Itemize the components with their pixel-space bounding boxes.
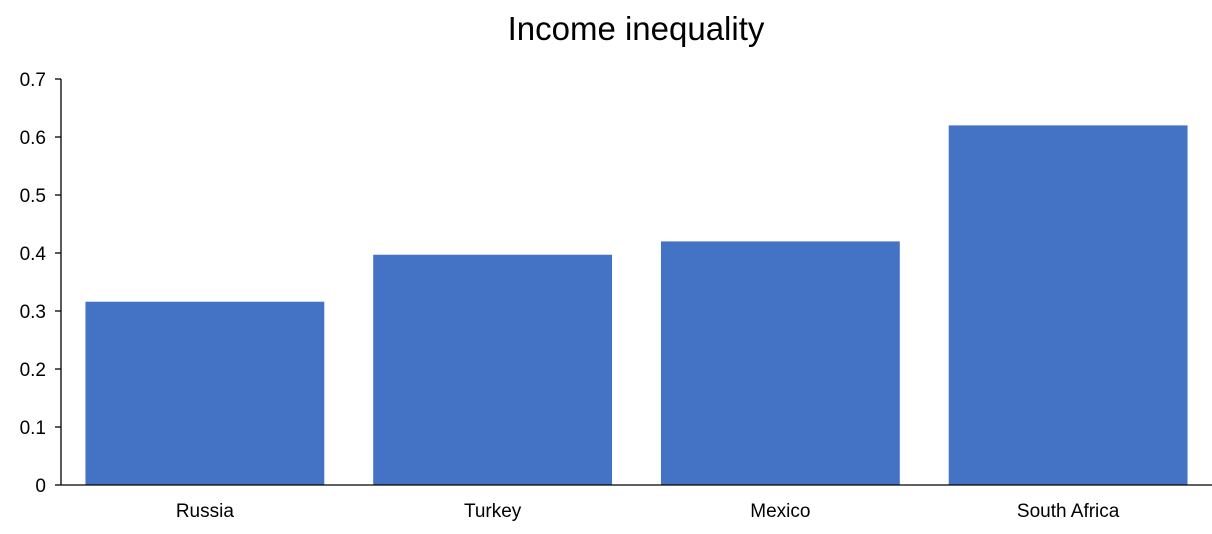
axis-layer	[60, 79, 1212, 486]
bar-turkey	[373, 254, 613, 485]
y-tick-label: 0.3	[20, 302, 46, 323]
bar-russia	[85, 301, 325, 485]
bars-layer	[85, 125, 1188, 486]
x-tick-label: South Africa	[1017, 501, 1120, 522]
x-tick-label: Turkey	[464, 501, 522, 522]
y-tick-label: 0.2	[20, 360, 46, 381]
y-tick-label: 0.4	[20, 244, 47, 265]
chart-title: Income inequality	[508, 10, 765, 47]
y-tick-label: 0.1	[20, 418, 46, 439]
y-tick-label: 0.5	[20, 186, 46, 207]
y-tick-label: 0.7	[20, 70, 46, 91]
x-tick-label: Mexico	[750, 501, 810, 522]
bar-mexico	[660, 241, 900, 485]
x-tick-label: Russia	[176, 501, 235, 522]
y-tick-label: 0	[35, 476, 46, 497]
y-axis-ticks: 0 0.1 0.2 0.3 0.4 0.5 0.6 0.7	[20, 70, 61, 497]
x-axis-labels: Russia Turkey Mexico South Africa	[176, 501, 1120, 522]
y-tick-label: 0.6	[20, 128, 46, 149]
bar-south-africa	[948, 125, 1188, 486]
